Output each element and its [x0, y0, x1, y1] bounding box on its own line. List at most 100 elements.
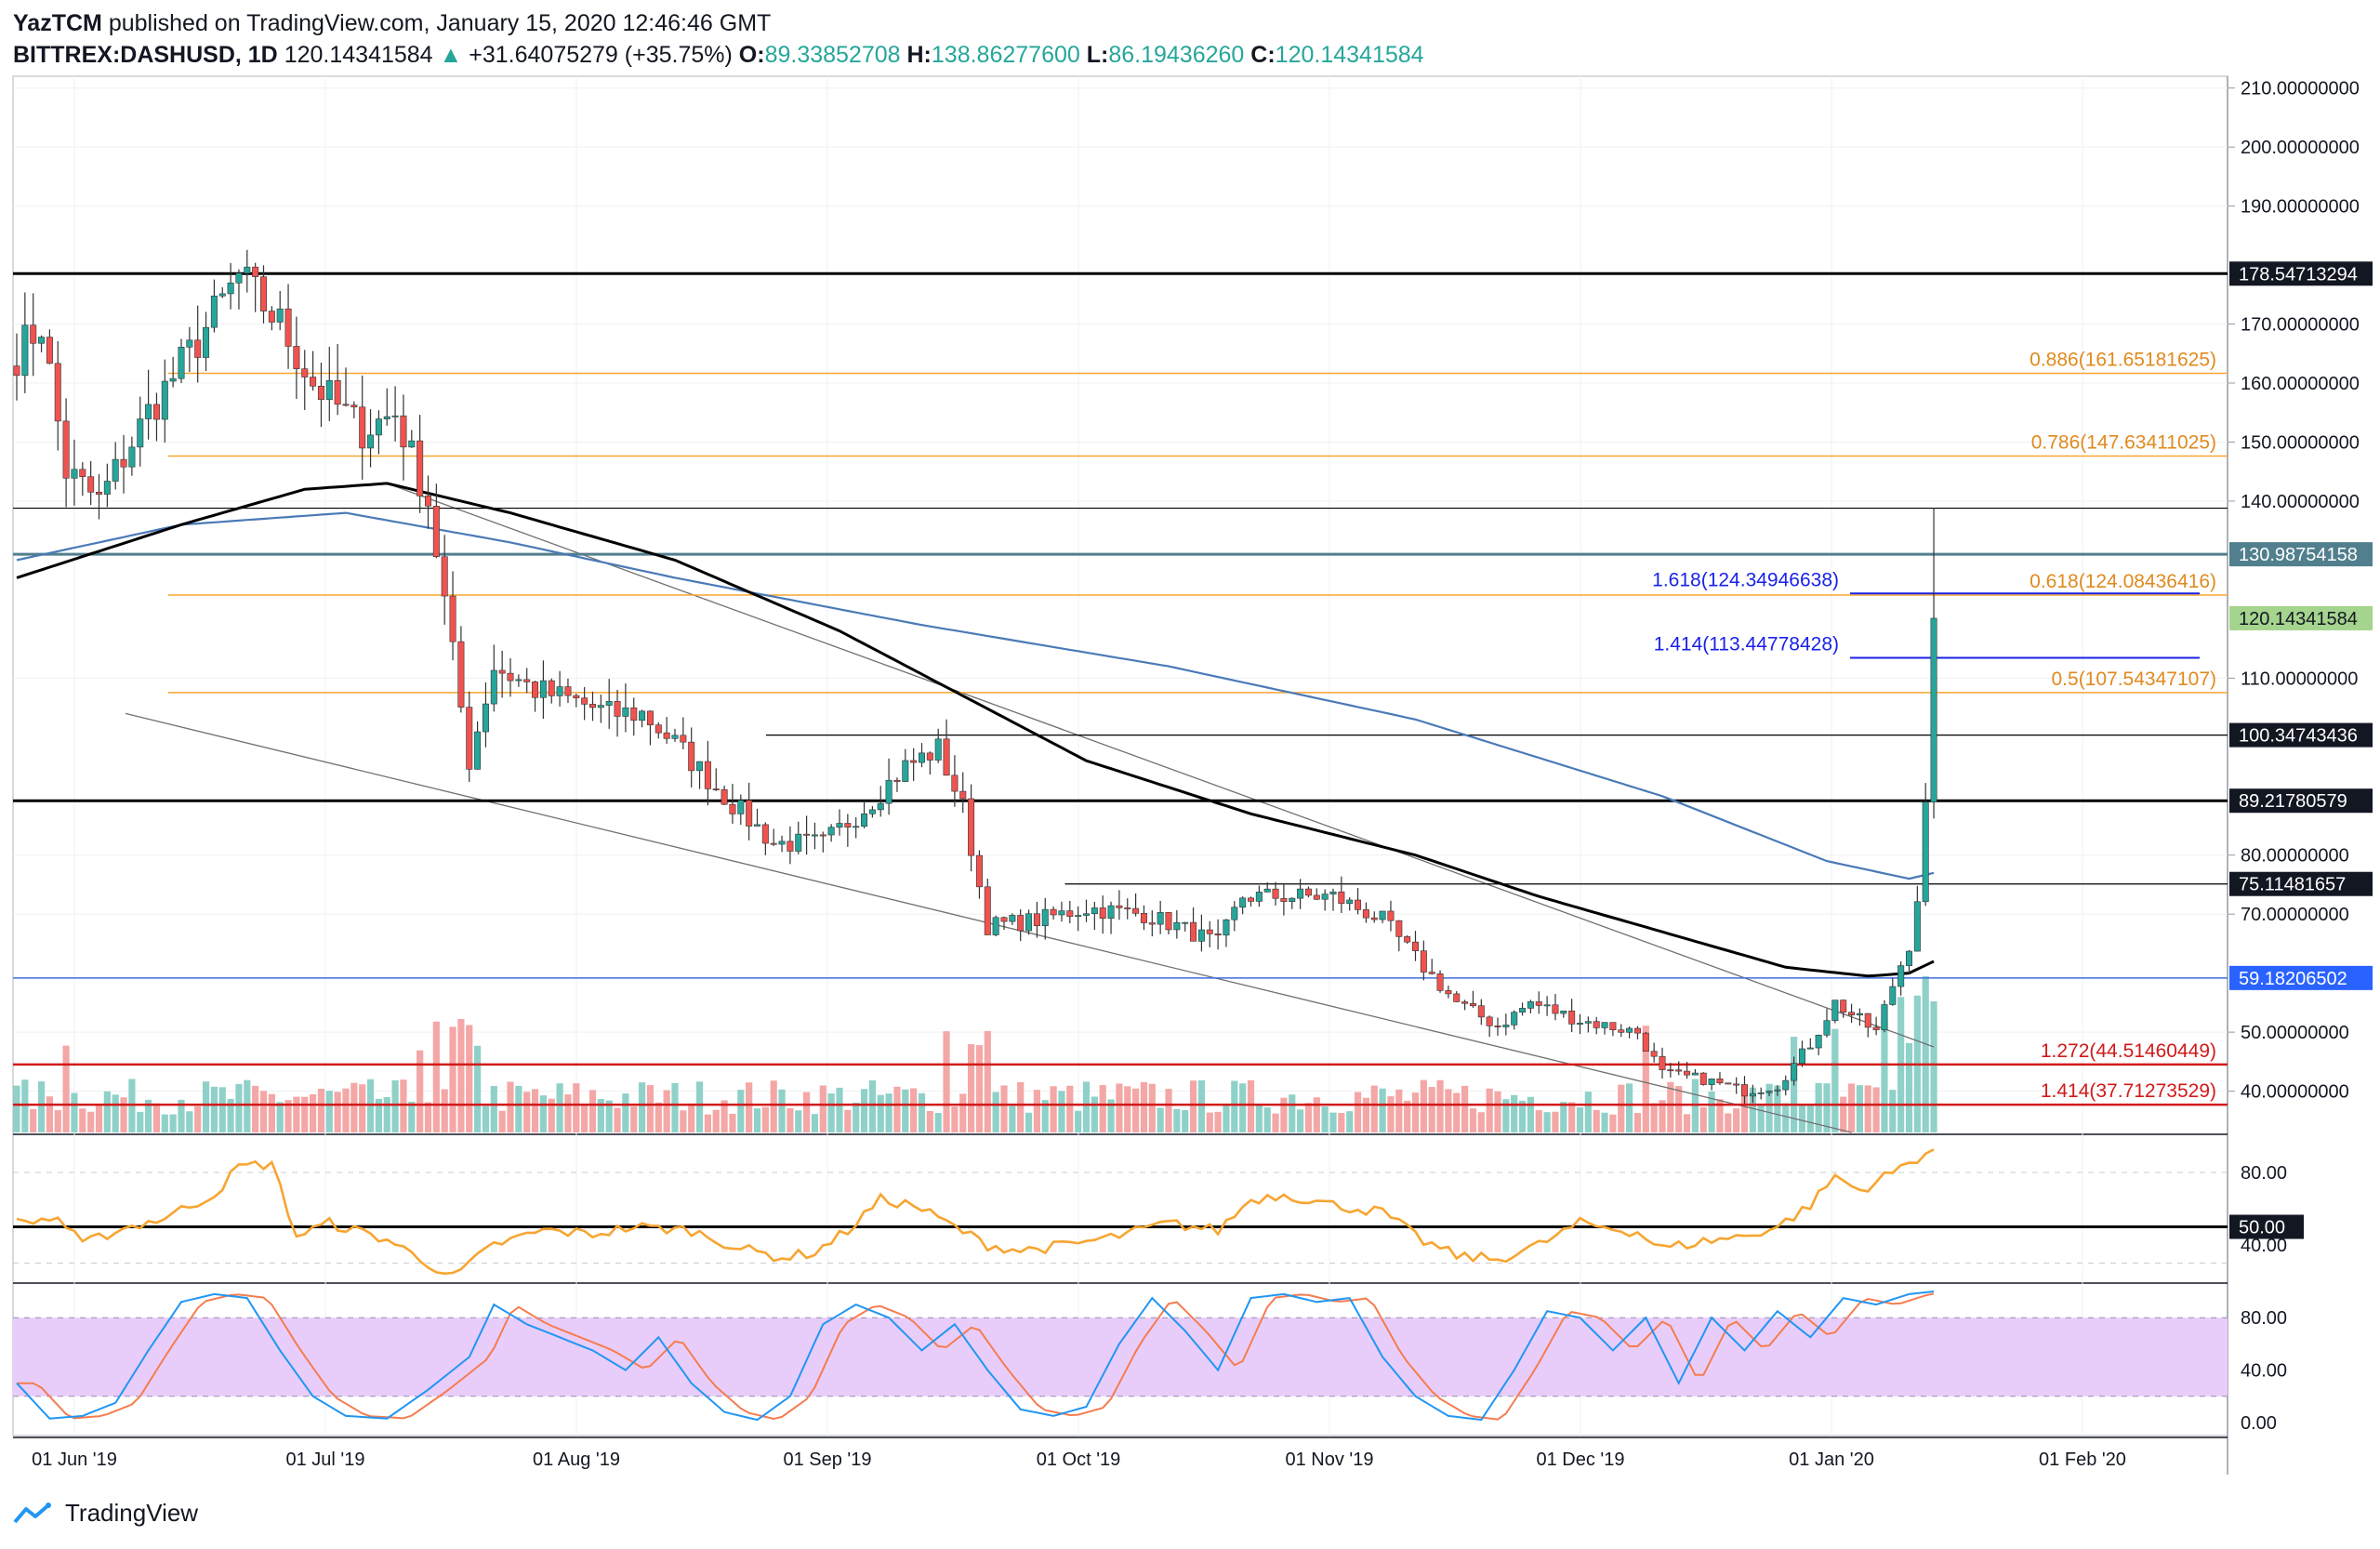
volume-bar: [1231, 1080, 1238, 1132]
volume-bar: [1304, 1103, 1313, 1132]
volume-bar: [1239, 1083, 1247, 1132]
volume-bar: [301, 1096, 309, 1132]
volume-bar: [1182, 1109, 1189, 1132]
volume-bar: [1740, 1087, 1749, 1132]
volume-bar: [1066, 1085, 1074, 1132]
volume-bar: [1733, 1108, 1740, 1132]
volume-bar: [1757, 1105, 1765, 1132]
volume-bar: [145, 1099, 152, 1132]
price-label-box: [2229, 722, 2373, 748]
volume-bar: [1132, 1088, 1140, 1132]
volume-bar: [1379, 1088, 1386, 1132]
candle-body: [597, 705, 604, 708]
volume-bar: [1765, 1083, 1773, 1132]
candle-body: [1906, 950, 1913, 966]
volume-bar: [1650, 1103, 1658, 1132]
volume-bar: [844, 1109, 852, 1132]
volume-bar: [1683, 1114, 1691, 1132]
candle-body: [317, 385, 324, 401]
volume-bar: [1107, 1099, 1115, 1132]
y-tick-label: 190.00000000: [2241, 197, 2360, 218]
candle-body: [761, 824, 769, 844]
candle-body: [1642, 1032, 1649, 1053]
level-label: 0.618(124.08436416): [2030, 571, 2216, 592]
level-label: 0.886(161.65181625): [2030, 350, 2216, 371]
volume-bar: [218, 1087, 226, 1132]
volume-bar: [1486, 1088, 1493, 1132]
volume-bar: [1165, 1089, 1172, 1132]
candle-body: [564, 686, 572, 696]
candle-body: [588, 704, 596, 708]
volume-bar: [1576, 1107, 1584, 1132]
volume-bar: [622, 1093, 629, 1132]
candle-body: [38, 337, 46, 344]
last-price: 120.14341584: [284, 42, 433, 68]
candle-body: [203, 326, 210, 358]
volume-bar: [868, 1079, 876, 1132]
change-arrow-icon: ▲: [439, 42, 463, 68]
candle-body: [13, 365, 20, 377]
candle-body: [696, 761, 704, 772]
candle-body: [218, 293, 226, 297]
volume-bar: [400, 1079, 407, 1132]
candle-body: [79, 469, 86, 477]
candle-body: [1881, 1004, 1888, 1030]
price-label-box: [2229, 965, 2373, 990]
candle-body: [548, 680, 555, 696]
volume-bar: [1091, 1096, 1098, 1132]
volume-bar: [1626, 1083, 1633, 1132]
candle-body: [1560, 1010, 1567, 1014]
volume-bar: [466, 1025, 473, 1132]
volume-bar: [968, 1044, 975, 1132]
volume-bar: [860, 1089, 868, 1132]
candle-body: [1025, 913, 1033, 932]
candle-body: [910, 760, 918, 763]
volume-bar: [1461, 1085, 1469, 1132]
candle-body: [1543, 1004, 1551, 1007]
candle-body: [1075, 915, 1082, 918]
y-tick-label: 40.00000000: [2241, 1082, 2349, 1103]
candle-body: [112, 458, 119, 482]
candle-body: [704, 761, 711, 789]
volume-bar: [1494, 1091, 1501, 1132]
price-label: 59.18206502: [2239, 969, 2347, 989]
volume-bar: [573, 1083, 580, 1132]
y-tick-label: 110.00000000: [2241, 669, 2358, 689]
candle-body: [523, 679, 531, 682]
volume-bar: [1905, 1042, 1913, 1132]
symbol-name[interactable]: BITTREX:DASHUSD, 1D: [13, 42, 278, 68]
candle-body: [1609, 1022, 1617, 1031]
volume-bar: [1025, 1112, 1033, 1132]
volume-bar: [1856, 1085, 1863, 1132]
candle-body: [244, 266, 251, 274]
volume-bar: [103, 1091, 111, 1132]
volume-bar: [671, 1082, 679, 1132]
volume-bar: [1082, 1081, 1091, 1132]
candle-body: [1263, 888, 1271, 893]
volume-bar: [1329, 1112, 1337, 1132]
close-label: C:: [1250, 42, 1276, 68]
candle-body: [654, 724, 662, 734]
publisher-name[interactable]: YazTCM: [13, 10, 102, 36]
candle-body: [1601, 1022, 1608, 1028]
candle-body: [342, 404, 350, 406]
candle-body: [400, 415, 407, 448]
volume-bar: [795, 1110, 802, 1132]
volume-bar: [1033, 1090, 1040, 1132]
volume-bar: [836, 1087, 843, 1132]
volume-bar: [1338, 1113, 1345, 1132]
open-label: O:: [738, 42, 765, 68]
price-change: +31.64075279 (+35.75%): [469, 42, 733, 68]
stoch-d-line: [17, 1292, 1935, 1421]
candle-body: [861, 813, 868, 827]
candle-body: [918, 752, 925, 763]
moving-average-blue: [16, 511, 1935, 880]
volume-bar: [605, 1100, 613, 1132]
candle-body: [1856, 1013, 1863, 1016]
candle-body: [1725, 1082, 1732, 1085]
volume-bar: [926, 1110, 933, 1132]
x-tick-label: 01 Sep '19: [783, 1450, 871, 1470]
volume-bar: [630, 1105, 638, 1132]
footer-brand[interactable]: TradingView: [13, 1499, 198, 1528]
